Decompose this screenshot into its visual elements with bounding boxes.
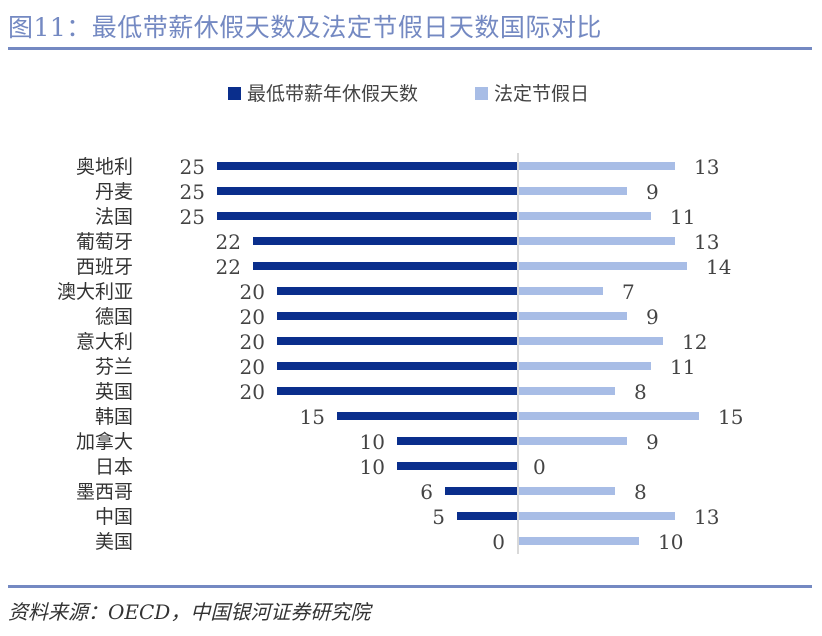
- legend-swatch-annual-leave: [228, 87, 241, 100]
- bar-annual-leave: [277, 362, 517, 370]
- category-label: 墨西哥: [76, 481, 133, 503]
- bar-annual-leave: [253, 237, 517, 245]
- data-label-annual-leave: 20: [240, 280, 265, 304]
- data-label-annual-leave: 20: [240, 305, 265, 329]
- bar-public-holidays: [519, 537, 639, 545]
- bar-public-holidays: [519, 262, 687, 270]
- legend-swatch-public-holidays: [475, 87, 488, 100]
- bar-public-holidays: [519, 312, 627, 320]
- category-label: 意大利: [76, 331, 133, 353]
- bar-annual-leave: [397, 437, 517, 445]
- bar-public-holidays: [519, 387, 615, 395]
- data-label-public-holidays: 14: [706, 255, 731, 279]
- bar-annual-leave: [457, 512, 517, 520]
- category-label: 西班牙: [76, 256, 133, 278]
- bar-public-holidays: [519, 337, 663, 345]
- data-label-annual-leave: 22: [216, 255, 241, 279]
- bar-annual-leave: [445, 487, 517, 495]
- bar-public-holidays: [519, 362, 651, 370]
- data-label-public-holidays: 12: [682, 330, 707, 354]
- bar-public-holidays: [519, 287, 603, 295]
- data-label-public-holidays: 11: [670, 355, 695, 379]
- data-label-public-holidays: 8: [634, 480, 647, 504]
- bar-public-holidays: [519, 437, 627, 445]
- bar-public-holidays: [519, 412, 699, 420]
- category-label: 日本: [95, 456, 133, 478]
- data-label-public-holidays: 8: [634, 380, 647, 404]
- bar-annual-leave: [217, 162, 517, 170]
- data-label-annual-leave: 25: [180, 180, 205, 204]
- data-label-public-holidays: 10: [658, 530, 683, 554]
- data-label-annual-leave: 10: [360, 430, 385, 454]
- data-label-public-holidays: 13: [694, 505, 719, 529]
- bar-annual-leave: [253, 262, 517, 270]
- bar-annual-leave: [337, 412, 517, 420]
- bar-public-holidays: [519, 187, 627, 195]
- bar-public-holidays: [519, 512, 675, 520]
- category-label: 中国: [95, 506, 133, 528]
- category-label: 韩国: [95, 406, 133, 428]
- legend-label-annual-leave: 最低带薪年休假天数: [247, 83, 418, 105]
- category-label: 澳大利亚: [57, 281, 133, 303]
- bar-annual-leave: [277, 387, 517, 395]
- bar-annual-leave: [397, 462, 517, 470]
- data-label-public-holidays: 13: [694, 230, 719, 254]
- data-label-annual-leave: 0: [492, 530, 505, 554]
- chart-title: 图11：最低带薪休假天数及法定节假日天数国际对比: [8, 13, 602, 42]
- title-divider: [8, 47, 812, 50]
- bar-public-holidays: [519, 237, 675, 245]
- data-label-annual-leave: 5: [432, 505, 445, 529]
- bar-annual-leave: [277, 287, 517, 295]
- bar-annual-leave: [277, 337, 517, 345]
- data-label-annual-leave: 20: [240, 380, 265, 404]
- data-label-annual-leave: 25: [180, 155, 205, 179]
- category-label: 奥地利: [76, 156, 133, 178]
- category-label: 美国: [95, 531, 133, 553]
- category-label: 法国: [95, 206, 133, 228]
- bar-annual-leave: [217, 187, 517, 195]
- category-label: 德国: [95, 306, 133, 328]
- data-label-public-holidays: 0: [533, 455, 546, 479]
- bar-public-holidays: [519, 162, 675, 170]
- source-divider: [8, 585, 812, 588]
- bar-public-holidays: [519, 212, 651, 220]
- category-label: 加拿大: [76, 430, 133, 453]
- bar-public-holidays: [519, 487, 615, 495]
- category-label: 丹麦: [95, 181, 133, 203]
- source-note: 资料来源：OECD，中国银河证券研究院: [8, 600, 371, 624]
- data-label-public-holidays: 9: [646, 305, 659, 329]
- data-label-public-holidays: 7: [622, 280, 635, 304]
- data-label-annual-leave: 20: [240, 330, 265, 354]
- data-label-public-holidays: 9: [646, 430, 659, 454]
- category-label: 芬兰: [95, 356, 133, 378]
- bar-annual-leave: [277, 312, 517, 320]
- legend-label-public-holidays: 法定节假日: [494, 83, 589, 105]
- bar-annual-leave: [217, 212, 517, 220]
- data-label-annual-leave: 6: [420, 480, 433, 504]
- data-label-public-holidays: 11: [670, 205, 695, 229]
- data-label-annual-leave: 10: [360, 455, 385, 479]
- category-label: 英国: [95, 381, 133, 403]
- category-label: 葡萄牙: [76, 231, 133, 253]
- data-label-public-holidays: 15: [718, 405, 743, 429]
- data-label-public-holidays: 13: [694, 155, 719, 179]
- data-label-public-holidays: 9: [646, 180, 659, 204]
- data-label-annual-leave: 22: [216, 230, 241, 254]
- data-label-annual-leave: 25: [180, 205, 205, 229]
- data-label-annual-leave: 20: [240, 355, 265, 379]
- data-label-annual-leave: 15: [300, 405, 325, 429]
